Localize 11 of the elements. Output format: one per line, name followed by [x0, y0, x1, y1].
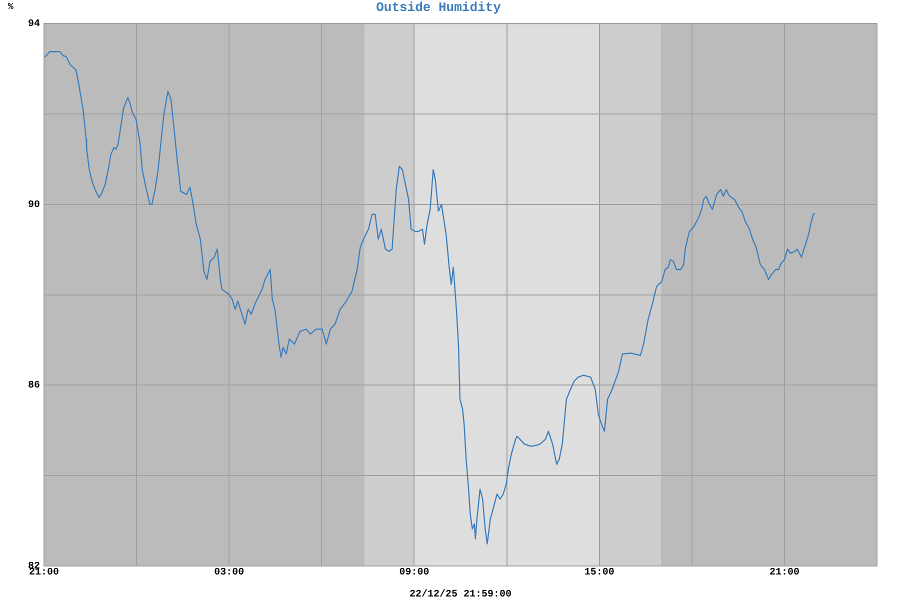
x-tick-label: 03:00	[214, 568, 244, 579]
y-axis-title: %	[8, 2, 14, 12]
y-tick-label: 86	[28, 380, 40, 392]
x-tick-label: 21:00	[28, 568, 60, 579]
x-tick-label: 15:00	[584, 568, 614, 579]
y-tick-label: 94	[28, 19, 40, 30]
x-tick-label: 21:00	[769, 568, 800, 579]
x-tick-label: 09:00	[399, 568, 430, 579]
y-tick-label: 90	[28, 200, 40, 211]
chart-title: Outside Humidity	[376, 0, 502, 16]
x-axis-title: 22/12/25 21:59:00	[409, 588, 512, 600]
